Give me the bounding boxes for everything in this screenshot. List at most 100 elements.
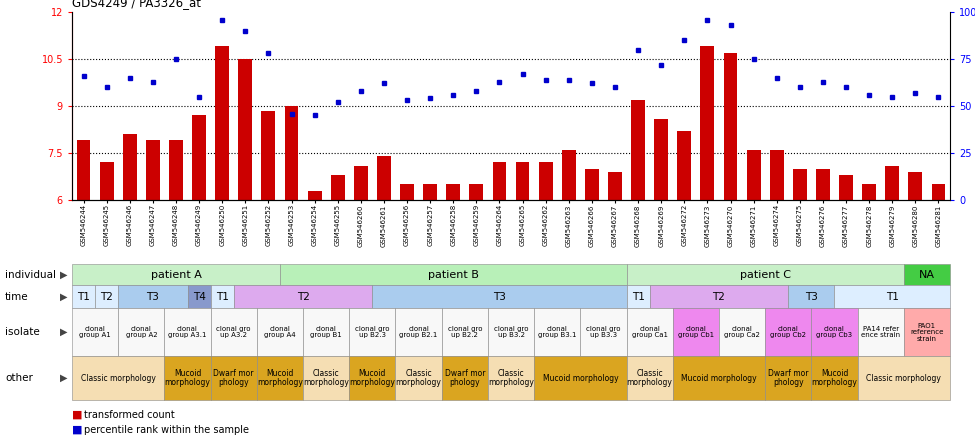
FancyBboxPatch shape	[165, 308, 211, 356]
FancyBboxPatch shape	[280, 264, 627, 285]
FancyBboxPatch shape	[649, 285, 788, 308]
Bar	[793, 169, 806, 200]
FancyBboxPatch shape	[858, 356, 950, 400]
FancyBboxPatch shape	[627, 308, 673, 356]
FancyBboxPatch shape	[303, 308, 349, 356]
Bar	[423, 184, 437, 200]
Bar	[492, 163, 506, 200]
Bar	[516, 163, 529, 200]
Text: Mucoid
morphology: Mucoid morphology	[257, 369, 303, 387]
FancyBboxPatch shape	[811, 308, 858, 356]
Bar	[585, 169, 599, 200]
FancyBboxPatch shape	[442, 308, 488, 356]
Text: T1: T1	[77, 292, 90, 301]
FancyBboxPatch shape	[187, 285, 211, 308]
Text: T1: T1	[886, 292, 899, 301]
FancyBboxPatch shape	[534, 356, 627, 400]
Text: Mucoid
morphology: Mucoid morphology	[165, 369, 211, 387]
Text: ▶: ▶	[60, 270, 67, 280]
Bar	[331, 175, 344, 200]
Text: clonal gro
up B2.2: clonal gro up B2.2	[448, 326, 482, 338]
Bar	[285, 106, 298, 200]
FancyBboxPatch shape	[72, 285, 96, 308]
Text: T3: T3	[493, 292, 506, 301]
Bar	[770, 150, 784, 200]
Text: PAO1
reference
strain: PAO1 reference strain	[911, 322, 944, 341]
Text: T2: T2	[713, 292, 725, 301]
Text: T1: T1	[632, 292, 644, 301]
Bar	[562, 150, 575, 200]
Text: GDS4249 / PA3326_at: GDS4249 / PA3326_at	[72, 0, 201, 9]
Text: T2: T2	[296, 292, 309, 301]
Text: ▶: ▶	[60, 327, 67, 337]
Bar	[631, 100, 645, 200]
Bar	[261, 111, 275, 200]
FancyBboxPatch shape	[765, 308, 811, 356]
Text: clonal gro
up A3.2: clonal gro up A3.2	[216, 326, 251, 338]
Text: clonal gro
up B2.3: clonal gro up B2.3	[355, 326, 390, 338]
Text: ■: ■	[72, 410, 83, 420]
Text: ■: ■	[72, 425, 83, 435]
FancyBboxPatch shape	[349, 308, 396, 356]
FancyBboxPatch shape	[719, 308, 765, 356]
Text: Classic morphology: Classic morphology	[867, 373, 941, 382]
FancyBboxPatch shape	[256, 356, 303, 400]
Bar	[354, 166, 368, 200]
Text: Classic
morphology: Classic morphology	[627, 369, 673, 387]
FancyBboxPatch shape	[673, 356, 765, 400]
Bar	[192, 115, 206, 200]
Text: T3: T3	[146, 292, 159, 301]
FancyBboxPatch shape	[904, 264, 950, 285]
FancyBboxPatch shape	[349, 356, 396, 400]
FancyBboxPatch shape	[211, 308, 256, 356]
Text: clonal
group Ca2: clonal group Ca2	[724, 326, 760, 338]
Text: Mucoid
morphology: Mucoid morphology	[349, 369, 395, 387]
FancyBboxPatch shape	[396, 308, 442, 356]
FancyBboxPatch shape	[118, 308, 165, 356]
FancyBboxPatch shape	[303, 356, 349, 400]
Text: clonal
group B1: clonal group B1	[310, 326, 342, 338]
Text: Mucoid morphology: Mucoid morphology	[682, 373, 757, 382]
Text: T2: T2	[100, 292, 113, 301]
Text: clonal
group Cb3: clonal group Cb3	[816, 326, 852, 338]
FancyBboxPatch shape	[234, 285, 372, 308]
Bar	[816, 169, 830, 200]
Bar	[862, 184, 877, 200]
FancyBboxPatch shape	[72, 356, 165, 400]
FancyBboxPatch shape	[811, 356, 858, 400]
Text: Classic
morphology: Classic morphology	[303, 369, 349, 387]
FancyBboxPatch shape	[96, 285, 118, 308]
Text: T1: T1	[215, 292, 228, 301]
FancyBboxPatch shape	[211, 356, 256, 400]
Bar	[146, 140, 160, 200]
Bar	[99, 163, 114, 200]
Text: Classic morphology: Classic morphology	[81, 373, 156, 382]
FancyBboxPatch shape	[580, 308, 627, 356]
Text: clonal gro
up B3.3: clonal gro up B3.3	[586, 326, 621, 338]
Text: patient C: patient C	[740, 270, 791, 280]
FancyBboxPatch shape	[396, 356, 442, 400]
Text: clonal
group Ca1: clonal group Ca1	[632, 326, 668, 338]
Text: clonal
group A1: clonal group A1	[79, 326, 111, 338]
FancyBboxPatch shape	[442, 356, 488, 400]
FancyBboxPatch shape	[211, 285, 234, 308]
FancyBboxPatch shape	[673, 308, 719, 356]
FancyBboxPatch shape	[765, 356, 811, 400]
FancyBboxPatch shape	[165, 356, 211, 400]
Bar	[678, 131, 691, 200]
Text: clonal
group Cb2: clonal group Cb2	[770, 326, 806, 338]
Bar	[654, 119, 668, 200]
FancyBboxPatch shape	[72, 308, 118, 356]
Text: clonal gro
up B3.2: clonal gro up B3.2	[493, 326, 528, 338]
FancyBboxPatch shape	[72, 264, 280, 285]
Text: clonal
group A3.1: clonal group A3.1	[169, 326, 207, 338]
FancyBboxPatch shape	[372, 285, 627, 308]
FancyBboxPatch shape	[858, 308, 904, 356]
FancyBboxPatch shape	[835, 285, 950, 308]
Bar	[839, 175, 853, 200]
Bar	[400, 184, 414, 200]
Text: ▶: ▶	[60, 292, 67, 301]
Bar	[608, 172, 622, 200]
FancyBboxPatch shape	[627, 356, 673, 400]
Text: Classic
morphology: Classic morphology	[396, 369, 442, 387]
